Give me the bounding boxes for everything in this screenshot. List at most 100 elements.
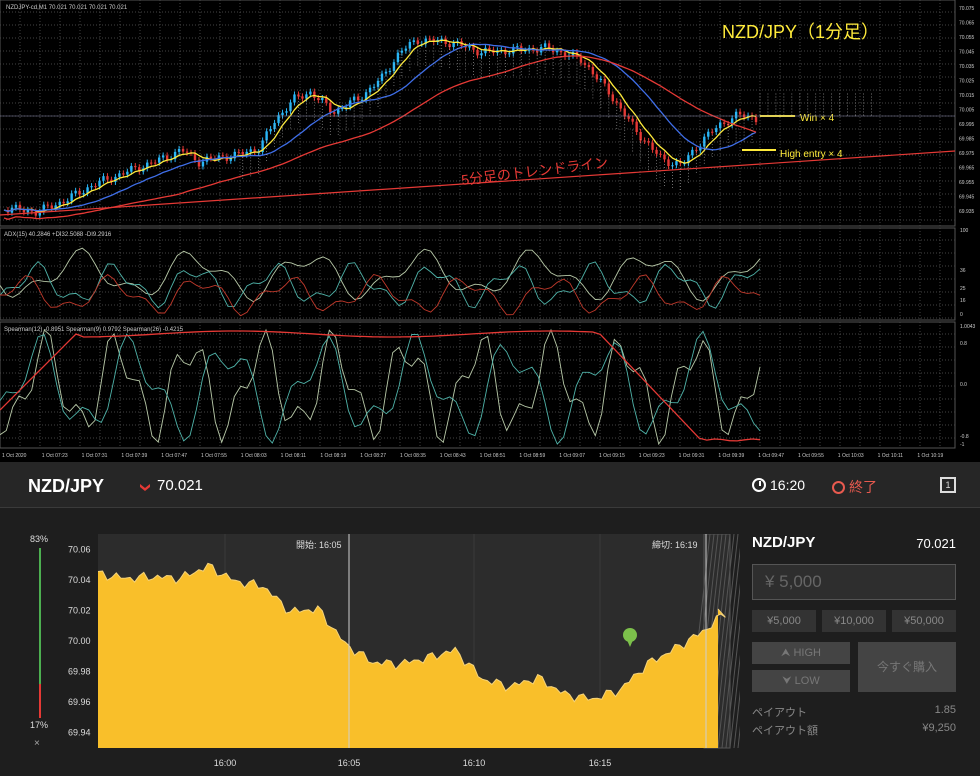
cloud-dot — [353, 110, 355, 112]
cloud-dot — [648, 151, 650, 153]
cloud-dot — [552, 65, 554, 67]
candle-body — [269, 128, 272, 132]
cloud-dot — [863, 114, 864, 116]
cloud-dot — [791, 96, 793, 98]
end-button[interactable]: 終了 — [832, 477, 877, 497]
cloud-dot — [544, 72, 546, 74]
cloud-dot — [258, 166, 260, 168]
cloud-dot — [337, 133, 339, 135]
cloud-dot — [791, 111, 793, 113]
cloud-dot — [250, 160, 252, 162]
candle-body — [66, 201, 69, 204]
preset-50000-button[interactable]: ¥50,000 — [892, 610, 956, 632]
cloud-dot — [393, 76, 395, 78]
cloud-dot — [377, 88, 379, 90]
candle-body — [277, 115, 280, 123]
cloud-dot — [839, 114, 841, 116]
cloud-dot — [481, 73, 482, 75]
cloud-dot — [815, 111, 817, 113]
cloud-dot — [385, 90, 387, 92]
cloud-dot — [496, 54, 498, 56]
cloud-dot — [536, 70, 538, 72]
cloud-dot — [242, 159, 244, 161]
cloud-dot — [441, 51, 443, 52]
cloud-dot — [767, 96, 769, 98]
cloud-dot — [831, 99, 833, 101]
preset-5000-button[interactable]: ¥5,000 — [752, 610, 816, 632]
time-axis-label: 1 Oct 07:47 — [161, 453, 187, 459]
cloud-dot — [369, 113, 371, 115]
cloud-dot — [465, 59, 467, 61]
cloud-dot — [417, 43, 419, 45]
cloud-dot — [321, 117, 323, 119]
gauge-high-percent: 83% — [30, 534, 49, 544]
cloud-dot — [250, 172, 252, 174]
cloud-dot — [290, 118, 291, 120]
cloud-dot — [855, 111, 856, 113]
entry-marker-tail — [627, 640, 633, 647]
cloud-dot — [449, 51, 451, 53]
cloud-dot — [847, 93, 848, 95]
price-axis-label: 70.005 — [959, 108, 975, 114]
cloud-dot — [823, 93, 825, 95]
cloud-dot — [648, 148, 650, 150]
high-button[interactable]: ⮝ HIGH — [752, 642, 850, 664]
candle-body — [50, 205, 53, 209]
cloud-dot — [250, 154, 252, 156]
candle-body — [297, 94, 300, 97]
cloud-dot — [711, 141, 713, 142]
cloud-dot — [528, 55, 530, 57]
cloud-dot — [512, 65, 514, 67]
gauge-close-icon[interactable]: × — [34, 738, 40, 749]
candle-body — [193, 153, 197, 161]
cloud-dot — [329, 128, 331, 129]
cloud-dot — [409, 51, 411, 53]
cloud-dot — [313, 110, 315, 112]
window-icon[interactable]: 1 — [940, 477, 956, 493]
cloud-dot — [274, 136, 276, 138]
cloud-dot — [807, 99, 809, 101]
cloud-dot — [377, 91, 379, 93]
cloud-dot — [600, 101, 602, 102]
cloud-dot — [687, 175, 689, 177]
candle-body — [364, 92, 368, 100]
low-button[interactable]: ⮟ LOW — [752, 670, 850, 692]
cloud-dot — [847, 114, 848, 116]
candle-body — [22, 209, 26, 213]
cloud-dot — [632, 150, 634, 152]
candle-body — [301, 96, 304, 99]
entry-label: High entry × 4 — [780, 149, 843, 160]
spearman-axis-label: -1 — [960, 442, 965, 448]
cloud-dot — [616, 121, 618, 123]
cloud-dot — [767, 99, 769, 101]
ma-slow-line — [3, 55, 757, 220]
y-axis-label: 70.00 — [68, 636, 91, 646]
cloud-dot — [568, 64, 570, 66]
cloud-dot — [703, 153, 705, 155]
cloud-dot — [496, 69, 498, 71]
cloud-dot — [290, 124, 291, 126]
cloud-dot — [799, 99, 801, 101]
cloud-dot — [409, 57, 411, 59]
candle-body — [384, 71, 388, 74]
cloud-dot — [727, 135, 729, 137]
price-axis-label: 70.065 — [959, 21, 975, 27]
cloud-dot — [504, 54, 506, 56]
time-axis-label: 1 Oct 07:39 — [121, 453, 147, 459]
preset-10000-button[interactable]: ¥10,000 — [822, 610, 886, 632]
cloud-dot — [608, 101, 610, 103]
cloud-dot — [353, 107, 355, 109]
cloud-dot — [807, 105, 809, 107]
cloud-dot — [791, 108, 793, 110]
amount-input[interactable]: ¥ 5,000 — [752, 564, 956, 600]
cloud-dot — [305, 97, 307, 99]
cloud-dot — [656, 178, 657, 180]
cloud-dot — [552, 56, 554, 58]
price-chart[interactable]: 開始: 16:05 締切: 16:19 70.06 70.04 70.02 70.00 69… — [60, 534, 740, 776]
buy-now-button[interactable]: 今すぐ購入 — [858, 642, 956, 692]
cloud-dot — [536, 55, 538, 57]
cloud-dot — [258, 157, 260, 159]
candle-body — [165, 155, 169, 160]
cloud-dot — [321, 126, 323, 128]
cloud-dot — [473, 64, 474, 66]
